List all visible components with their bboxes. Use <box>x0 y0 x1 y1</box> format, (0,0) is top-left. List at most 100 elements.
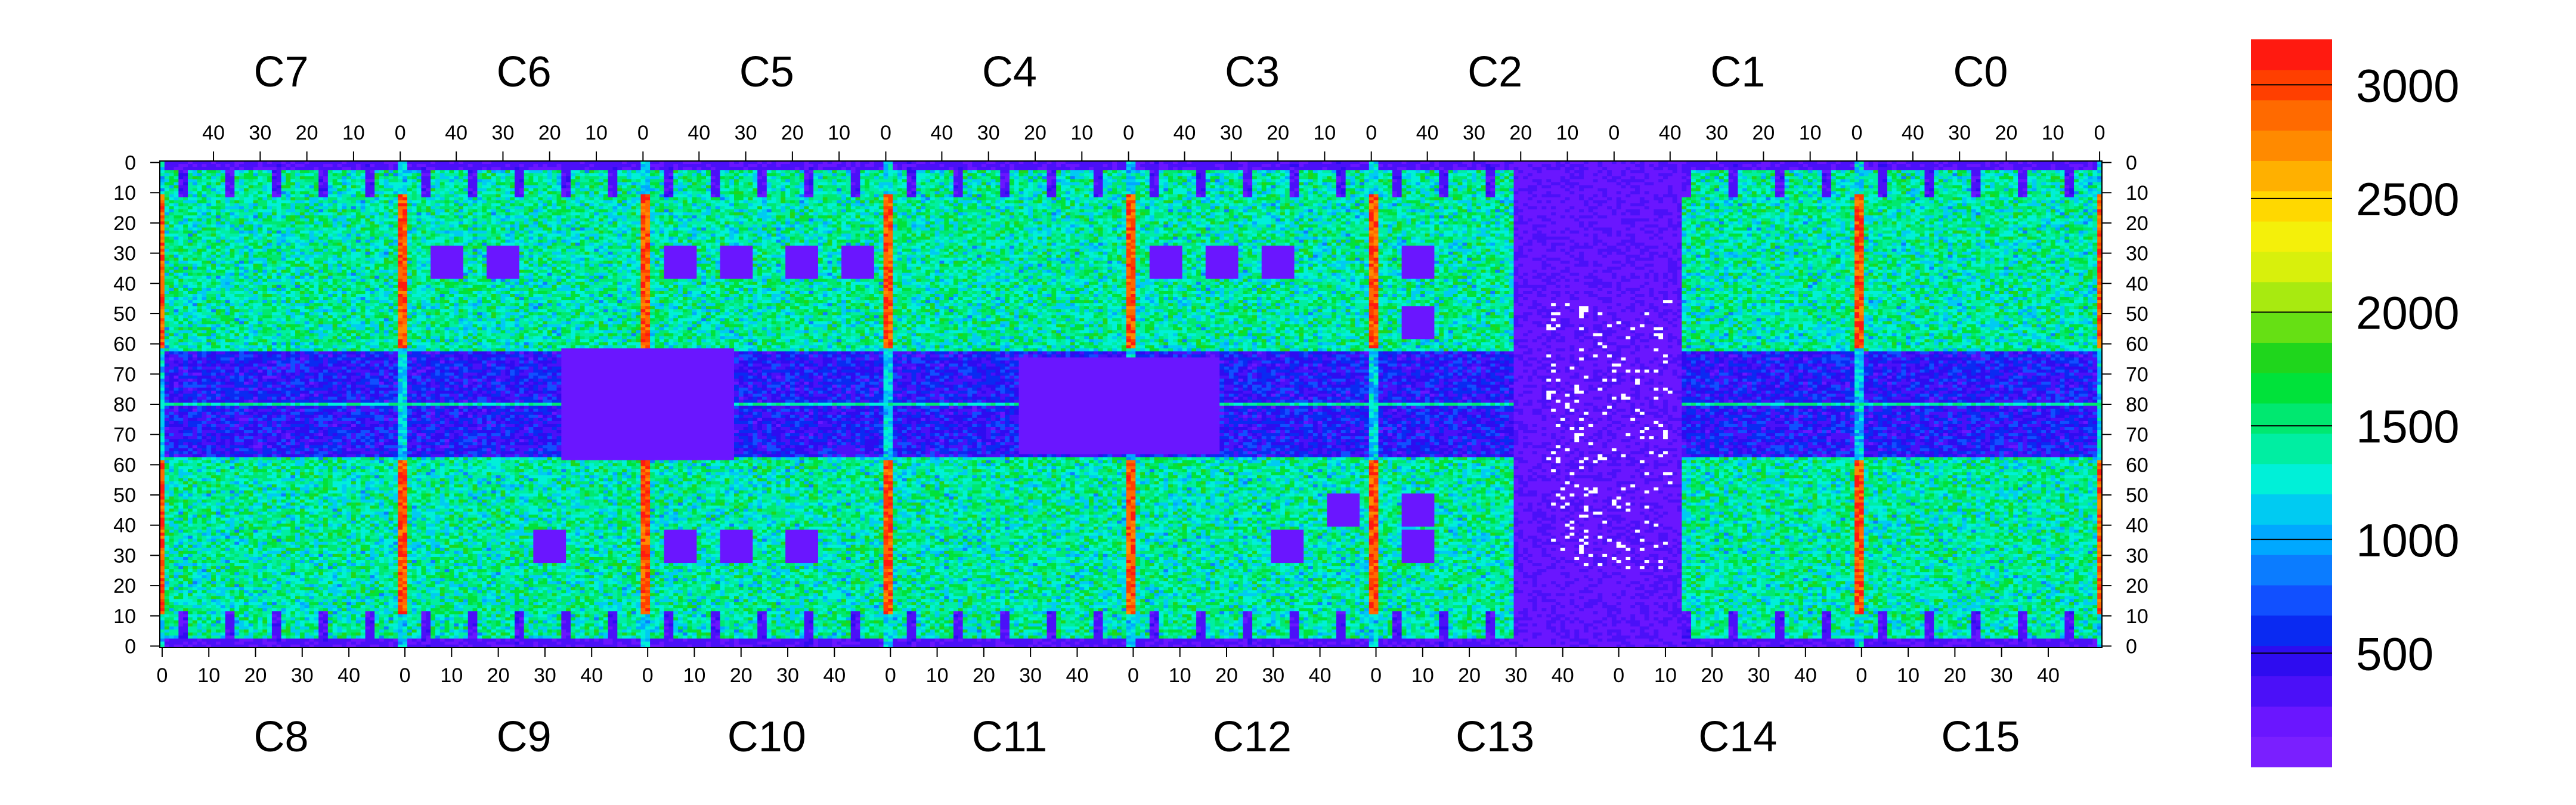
heatmap-cell <box>1873 191 1878 195</box>
heatmap-cell <box>1360 191 1364 195</box>
heatmap-cell <box>1911 179 1920 182</box>
heatmap-cell <box>1490 191 1495 195</box>
heatmap-cell <box>1584 176 1603 179</box>
heatmap-cell <box>1061 182 1080 185</box>
heatmap-cell <box>640 167 650 171</box>
heatmap-cell <box>1514 188 1519 192</box>
heatmap-cell <box>1906 179 1911 182</box>
heatmap-cell <box>1355 188 1360 192</box>
heatmap-cell <box>1187 179 1191 182</box>
heatmap-cell <box>1962 185 1967 189</box>
heatmap-cell <box>1565 185 1570 189</box>
heatmap-cell <box>991 167 996 171</box>
heatmap-cell <box>1738 170 1742 174</box>
heatmap-cell <box>664 179 674 182</box>
heatmap-cell <box>216 164 221 168</box>
heatmap-cell <box>1476 188 1486 192</box>
heatmap-cell <box>963 179 968 182</box>
heatmap-cell <box>1579 182 1617 185</box>
heatmap-cell <box>1392 170 1402 174</box>
heatmap-cell <box>258 194 267 198</box>
heatmap-cell <box>561 179 566 182</box>
heatmap-cell <box>1593 179 1598 182</box>
heatmap-cell <box>1859 185 1864 189</box>
heatmap-cell <box>295 179 305 182</box>
heatmap-cell <box>2027 188 2032 192</box>
heatmap-cell <box>272 170 277 174</box>
heatmap-cell <box>487 173 491 177</box>
heatmap-cell <box>384 188 394 192</box>
heatmap-cell <box>944 185 949 189</box>
heatmap-cell <box>1481 164 1486 168</box>
heatmap-cell <box>608 185 613 189</box>
heatmap-cell <box>1014 188 1019 192</box>
heatmap-cell <box>1831 185 1836 189</box>
heatmap-cell <box>1047 182 1052 185</box>
heatmap-cell <box>286 191 290 195</box>
heatmap-cell <box>1360 179 1364 182</box>
heatmap-cell <box>552 185 562 189</box>
heatmap-cell <box>338 185 342 189</box>
heatmap-cell <box>1541 167 1546 171</box>
heatmap-cell <box>1056 173 1061 177</box>
heatmap-cell <box>169 173 174 177</box>
heatmap-cell <box>281 167 286 171</box>
heatmap-cell <box>1593 173 1598 177</box>
heatmap-cell <box>678 191 683 195</box>
heatmap-cell <box>253 173 258 177</box>
heatmap-cell <box>1551 179 1561 182</box>
heatmap-cell <box>501 170 506 174</box>
heatmap-cell <box>1285 182 1290 185</box>
heatmap-cell <box>1775 191 1785 195</box>
heatmap-cell <box>1210 185 1215 189</box>
heatmap-cell <box>1569 164 1584 168</box>
heatmap-cell <box>660 176 664 179</box>
heatmap-cell <box>318 194 328 198</box>
heatmap-cell <box>281 179 286 182</box>
heatmap-cell <box>907 179 912 182</box>
heatmap-cell <box>1313 185 1318 189</box>
heatmap-cell <box>533 179 538 182</box>
heatmap-cell <box>944 176 949 179</box>
heatmap-cell <box>295 176 300 179</box>
heatmap-cell <box>412 164 417 168</box>
heatmap-cell <box>823 185 837 189</box>
heatmap-cell <box>1990 170 1995 174</box>
heatmap-cell <box>977 188 982 192</box>
heatmap-cell <box>897 164 902 168</box>
heatmap-cell <box>1565 182 1580 185</box>
heatmap-cell <box>1070 185 1075 189</box>
heatmap-cell <box>1061 170 1066 174</box>
heatmap-cell <box>1985 191 1999 195</box>
heatmap-cell <box>921 182 925 185</box>
heatmap-cell <box>977 167 991 171</box>
heatmap-cell <box>1948 179 1953 182</box>
heatmap-cell <box>2032 179 2037 182</box>
heatmap-cell <box>356 170 366 174</box>
heatmap-cell <box>781 179 785 182</box>
heatmap-cell <box>1887 170 1892 174</box>
heatmap-cell <box>1826 179 1831 182</box>
heatmap-cell <box>1140 164 1159 168</box>
heatmap-cell <box>1878 188 1887 192</box>
heatmap-cell <box>1962 182 1967 185</box>
heatmap-cell <box>1313 173 1318 177</box>
heatmap-cell <box>258 191 262 195</box>
heatmap-cell <box>935 188 940 192</box>
heatmap-cell <box>1766 179 1770 182</box>
heatmap-cell <box>785 173 790 177</box>
heatmap-cell <box>767 182 772 185</box>
heatmap-cell <box>1710 179 1714 182</box>
heatmap-cell <box>1878 182 1887 185</box>
heatmap-cell <box>160 182 165 185</box>
heatmap-cell <box>767 191 772 195</box>
heatmap-cell <box>724 182 729 185</box>
heatmap-cell <box>972 164 982 168</box>
heatmap-cell <box>2008 191 2013 195</box>
heatmap-cell <box>986 185 991 189</box>
heatmap-cell <box>342 164 356 168</box>
heatmap-cell <box>627 173 631 177</box>
heatmap-cell <box>1467 176 1472 179</box>
heatmap-cell <box>211 185 216 189</box>
heatmap-cell <box>318 191 323 195</box>
